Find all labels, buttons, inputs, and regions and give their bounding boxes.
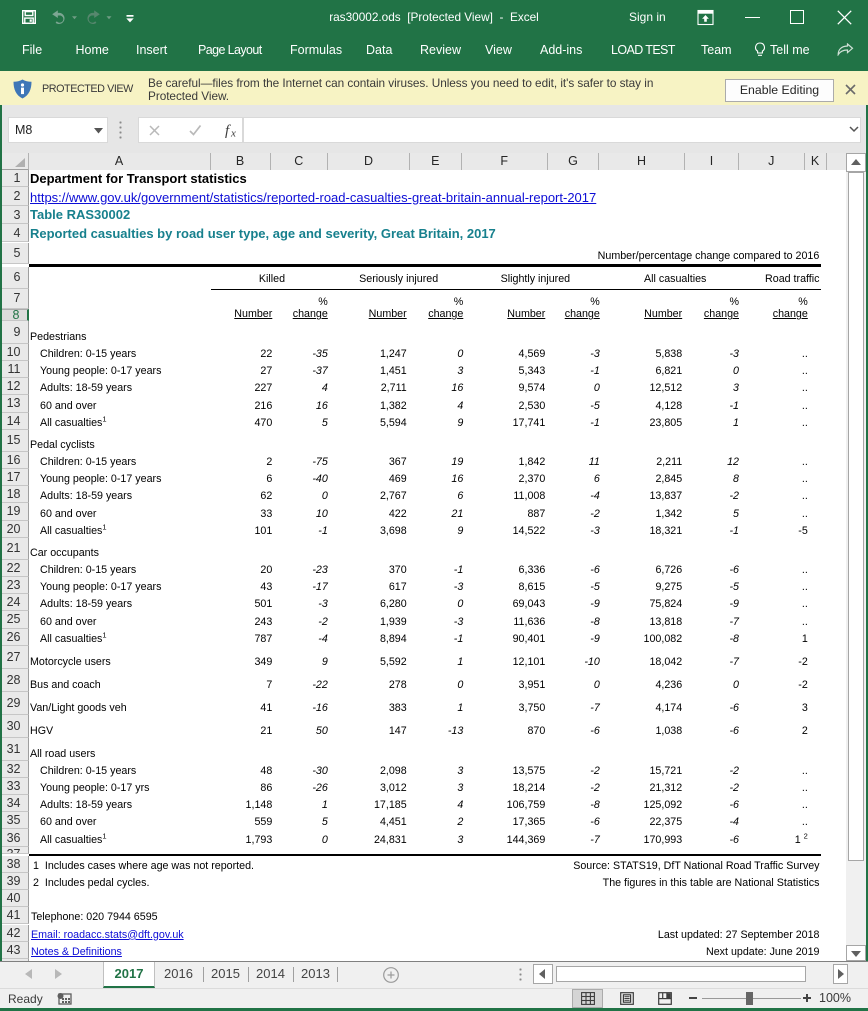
svg-text:f: f	[225, 123, 231, 139]
svg-text:x: x	[230, 128, 236, 140]
